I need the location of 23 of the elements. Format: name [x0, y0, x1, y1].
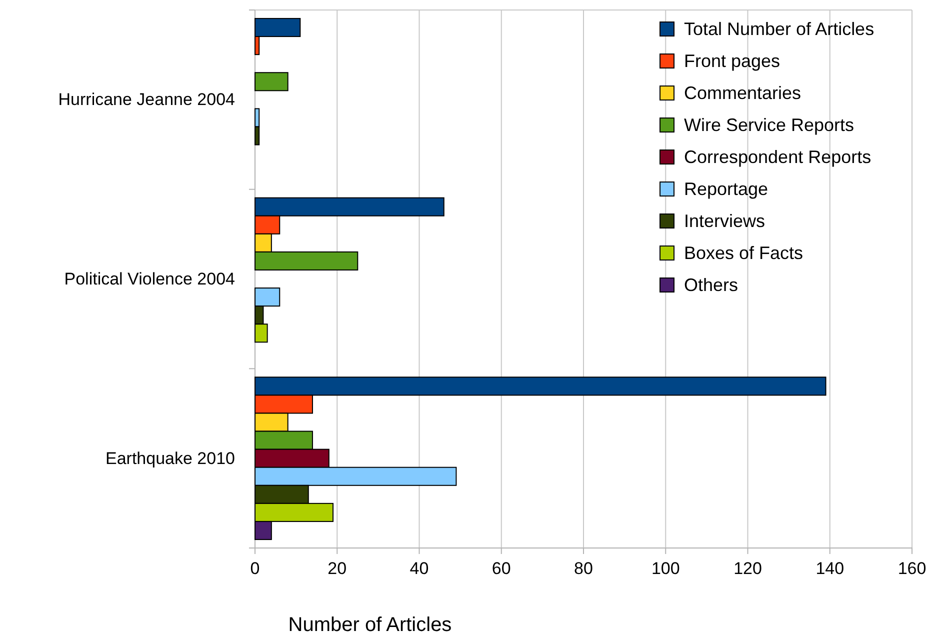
legend-label: Reportage [684, 179, 768, 199]
legend-label: Wire Service Reports [684, 115, 854, 135]
legend-label: Others [684, 275, 738, 295]
x-axis-title: Number of Articles [288, 614, 452, 636]
x-tick-label: 160 [898, 559, 926, 578]
legend-label: Boxes of Facts [684, 243, 804, 263]
x-tick-label: 0 [250, 559, 260, 578]
legend-label: Interviews [684, 211, 766, 231]
x-tick-label: 60 [492, 559, 511, 578]
y-tick-label: Political Violence 2004 [64, 269, 235, 288]
y-tick-label: Hurricane Jeanne 2004 [58, 90, 235, 110]
x-tick-label: 100 [651, 559, 680, 578]
legend-label: Correspondent Reports [684, 147, 872, 167]
x-tick-label: 20 [328, 559, 347, 578]
legend-label: Front pages [684, 51, 780, 71]
x-tick-label: 120 [734, 559, 762, 578]
bar [254, 72, 288, 92]
legend-label: Commentaries [684, 83, 802, 103]
x-tick-label: 140 [816, 559, 844, 578]
x-tick-label: 80 [574, 559, 593, 578]
legend-label: Total Number of Articles [684, 19, 874, 39]
x-tick-label: 40 [410, 559, 429, 578]
y-tick-label: Earthquake 2010 [106, 448, 235, 468]
